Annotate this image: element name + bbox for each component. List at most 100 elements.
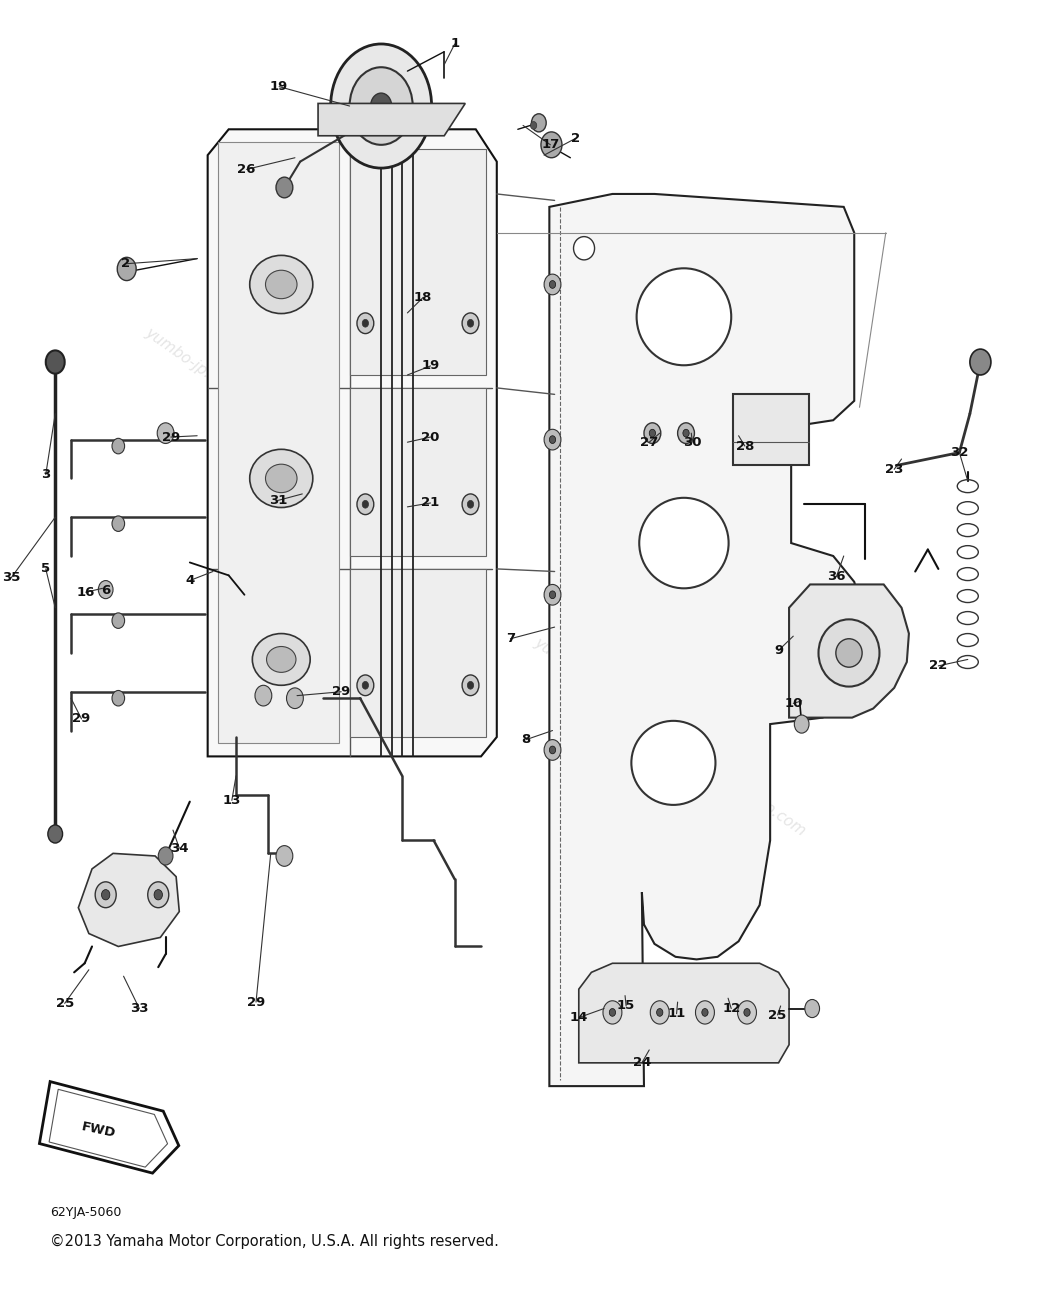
Text: 24: 24 — [632, 1056, 651, 1069]
Circle shape — [157, 423, 174, 443]
Text: 12: 12 — [722, 1002, 740, 1015]
Circle shape — [603, 1001, 622, 1024]
Text: 31: 31 — [269, 494, 288, 507]
Text: 15: 15 — [617, 999, 636, 1012]
Text: 1: 1 — [450, 37, 460, 50]
Circle shape — [255, 685, 272, 706]
Text: 34: 34 — [170, 842, 189, 855]
Circle shape — [795, 715, 809, 733]
Circle shape — [95, 882, 116, 908]
Ellipse shape — [250, 255, 313, 313]
Ellipse shape — [250, 449, 313, 507]
Text: yumbo-jp.com: yumbo-jp.com — [532, 635, 630, 710]
Circle shape — [657, 1009, 663, 1016]
Ellipse shape — [573, 237, 594, 260]
Circle shape — [363, 681, 369, 689]
Text: 16: 16 — [77, 586, 95, 599]
Text: 35: 35 — [2, 572, 20, 584]
Ellipse shape — [819, 619, 879, 687]
Circle shape — [702, 1009, 708, 1016]
Ellipse shape — [631, 720, 716, 804]
Polygon shape — [208, 129, 496, 756]
Circle shape — [805, 999, 820, 1018]
Circle shape — [549, 591, 555, 599]
Text: 2: 2 — [571, 132, 580, 145]
Text: 6: 6 — [101, 584, 111, 597]
Text: 18: 18 — [414, 291, 432, 304]
Polygon shape — [218, 142, 339, 743]
Text: 17: 17 — [542, 138, 560, 151]
Circle shape — [544, 274, 561, 295]
Polygon shape — [78, 853, 179, 946]
Text: 3: 3 — [41, 468, 51, 481]
Text: 13: 13 — [222, 794, 241, 807]
Text: 14: 14 — [569, 1011, 588, 1024]
Ellipse shape — [266, 464, 297, 493]
Circle shape — [467, 681, 473, 689]
Ellipse shape — [639, 498, 728, 588]
Circle shape — [45, 350, 64, 374]
Circle shape — [154, 890, 162, 900]
Polygon shape — [579, 963, 789, 1063]
Ellipse shape — [252, 634, 310, 685]
Circle shape — [744, 1009, 750, 1016]
Text: 2: 2 — [121, 257, 131, 270]
Circle shape — [541, 132, 562, 158]
Text: ©2013 Yamaha Motor Corporation, U.S.A. All rights reserved.: ©2013 Yamaha Motor Corporation, U.S.A. A… — [50, 1234, 499, 1249]
Circle shape — [158, 847, 173, 865]
Circle shape — [738, 1001, 757, 1024]
Circle shape — [544, 740, 561, 760]
Circle shape — [331, 44, 431, 168]
Circle shape — [683, 429, 689, 437]
Text: 36: 36 — [827, 570, 845, 583]
Text: yumbo-jp.com: yumbo-jp.com — [710, 764, 808, 839]
Circle shape — [350, 67, 413, 145]
Polygon shape — [549, 194, 864, 1086]
Text: 9: 9 — [774, 644, 783, 657]
Text: 27: 27 — [640, 436, 659, 449]
Text: 62YJA-5060: 62YJA-5060 — [50, 1206, 121, 1219]
Circle shape — [47, 825, 62, 843]
Circle shape — [696, 1001, 715, 1024]
Circle shape — [112, 690, 124, 706]
Circle shape — [357, 313, 374, 334]
Text: 20: 20 — [422, 431, 440, 443]
Text: 29: 29 — [73, 712, 91, 725]
Circle shape — [287, 688, 304, 709]
Polygon shape — [350, 149, 486, 375]
Text: 25: 25 — [768, 1009, 786, 1021]
Text: 30: 30 — [683, 436, 702, 449]
Circle shape — [101, 890, 110, 900]
Circle shape — [650, 1001, 669, 1024]
Ellipse shape — [836, 639, 862, 667]
Circle shape — [357, 494, 374, 515]
Circle shape — [549, 746, 555, 754]
Ellipse shape — [637, 268, 731, 365]
Text: 22: 22 — [930, 659, 948, 672]
Text: 11: 11 — [667, 1007, 686, 1020]
Text: 23: 23 — [885, 463, 903, 476]
Circle shape — [467, 319, 473, 327]
Circle shape — [467, 500, 473, 508]
Polygon shape — [350, 569, 486, 737]
Text: 19: 19 — [270, 80, 289, 93]
Circle shape — [678, 423, 695, 443]
Circle shape — [549, 281, 555, 288]
Text: FWD: FWD — [80, 1121, 117, 1140]
Text: 29: 29 — [247, 996, 266, 1009]
Circle shape — [363, 319, 369, 327]
Circle shape — [276, 177, 293, 198]
Circle shape — [531, 114, 546, 132]
Circle shape — [609, 1009, 616, 1016]
Circle shape — [970, 349, 991, 375]
Text: 26: 26 — [237, 163, 256, 176]
Text: 8: 8 — [522, 733, 531, 746]
Text: yumbo-jp.com: yumbo-jp.com — [142, 325, 241, 400]
Text: 28: 28 — [736, 440, 754, 453]
Text: yumbo-jp.com: yumbo-jp.com — [353, 480, 451, 555]
Circle shape — [98, 581, 113, 599]
Circle shape — [112, 516, 124, 531]
Ellipse shape — [266, 270, 297, 299]
Circle shape — [544, 584, 561, 605]
Circle shape — [276, 846, 293, 866]
